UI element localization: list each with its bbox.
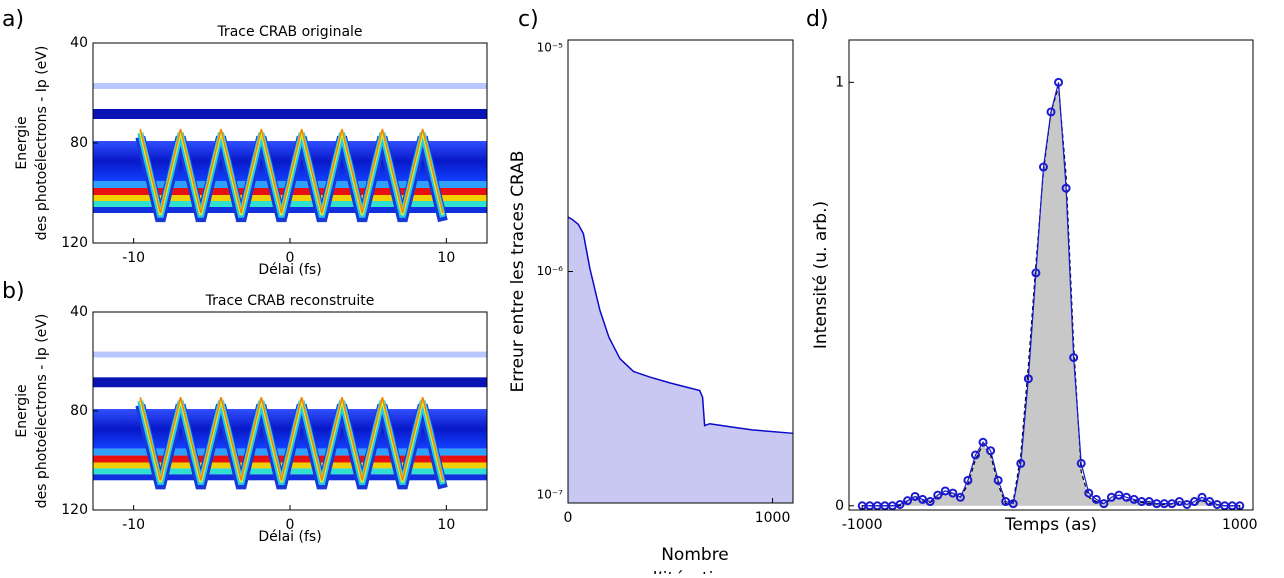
point [1144, 497, 1154, 507]
band [93, 474, 487, 481]
x-tick-label: 1000 [1222, 517, 1258, 533]
point [948, 488, 958, 498]
panel-label: c) [518, 7, 539, 32]
y-tick-label: 0 [835, 498, 844, 514]
point [978, 437, 988, 447]
x-axis-label: d’itérations [647, 569, 744, 574]
x-tick-label: -10 [122, 250, 145, 266]
error-area [568, 216, 793, 503]
point [1069, 353, 1079, 363]
x-tick-label: 0 [286, 250, 295, 266]
x-tick-label: 1000 [755, 510, 791, 526]
point [1084, 488, 1094, 498]
point [1106, 492, 1116, 502]
point [1001, 497, 1011, 507]
band [93, 109, 487, 119]
x-tick-label: 10 [437, 250, 455, 266]
y-axis-label: Erreur entre les traces CRAB [508, 151, 528, 393]
point [1197, 492, 1207, 502]
y-tick-label: 40 [70, 304, 88, 320]
chart-title: Trace CRAB reconstruite [205, 293, 375, 309]
point [955, 492, 965, 502]
y-axis-label: des photoélectrons - Ip (eV) [34, 46, 50, 241]
point [940, 486, 950, 496]
point [970, 450, 980, 460]
y-axis-label: Intensité (u. arb.) [811, 201, 831, 349]
point [1189, 497, 1199, 507]
panel-label: b) [2, 279, 25, 304]
x-axis-label: Délai (fs) [258, 529, 321, 545]
y-tick-label: 10⁻⁶ [537, 264, 564, 278]
x-tick-label: -1000 [842, 517, 883, 533]
point [918, 494, 928, 504]
point [933, 490, 943, 500]
plot-frame [848, 39, 1254, 511]
point [1054, 77, 1064, 87]
y-tick-label: 120 [61, 502, 88, 518]
point [1099, 499, 1109, 509]
x-axis-label: Délai (fs) [258, 262, 321, 278]
band [93, 83, 487, 89]
point [1061, 183, 1071, 193]
point [986, 446, 996, 456]
point [1076, 458, 1086, 468]
point [1129, 494, 1139, 504]
point [1031, 268, 1041, 278]
point [1167, 499, 1177, 509]
y-tick-label: 80 [70, 135, 88, 151]
point [1114, 490, 1124, 500]
point [925, 497, 935, 507]
x-tick-label: 10 [437, 517, 455, 533]
chart-title: Trace CRAB originale [216, 24, 362, 40]
point [1205, 497, 1215, 507]
y-tick-label: 1 [835, 74, 844, 90]
x-tick-label: -10 [122, 517, 145, 533]
point [910, 491, 920, 501]
band [93, 351, 487, 358]
point [1182, 499, 1192, 509]
panel-label: a) [2, 7, 24, 32]
panel-label: d) [806, 7, 829, 32]
point [1122, 492, 1132, 502]
spectrogram-image [93, 83, 487, 223]
point [1046, 107, 1056, 117]
point [895, 499, 905, 509]
band [93, 377, 487, 388]
point [1023, 374, 1033, 384]
oscillation [139, 128, 444, 214]
y-axis-label: Energie [14, 384, 30, 437]
y-tick-label: 10⁻⁷ [537, 488, 564, 502]
y-axis-label: des photoélectrons - Ip (eV) [34, 314, 50, 509]
point [993, 475, 1003, 485]
point [903, 496, 913, 506]
y-tick-label: 120 [61, 235, 88, 251]
x-tick-label: 0 [286, 517, 295, 533]
point [1016, 458, 1026, 468]
y-tick-label: 80 [70, 403, 88, 419]
x-axis-label: Nombre [661, 545, 729, 565]
y-tick-label: 10⁻⁵ [537, 41, 564, 55]
y-axis-label: Energie [14, 116, 30, 169]
x-axis-label: Temps (as) [1004, 515, 1097, 535]
point [1174, 497, 1184, 507]
point [1091, 494, 1101, 504]
oscillation [139, 396, 444, 481]
spectrogram-image [93, 351, 487, 490]
pulse-area [862, 86, 1240, 506]
band [93, 207, 487, 213]
y-tick-label: 40 [70, 35, 88, 51]
point [1008, 499, 1018, 509]
point [963, 475, 973, 485]
error-line [567, 216, 794, 435]
x-tick-label: 0 [564, 510, 573, 526]
point [1038, 162, 1048, 172]
